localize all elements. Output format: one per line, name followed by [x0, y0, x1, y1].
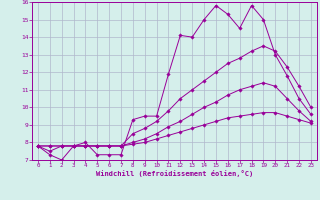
- X-axis label: Windchill (Refroidissement éolien,°C): Windchill (Refroidissement éolien,°C): [96, 170, 253, 177]
